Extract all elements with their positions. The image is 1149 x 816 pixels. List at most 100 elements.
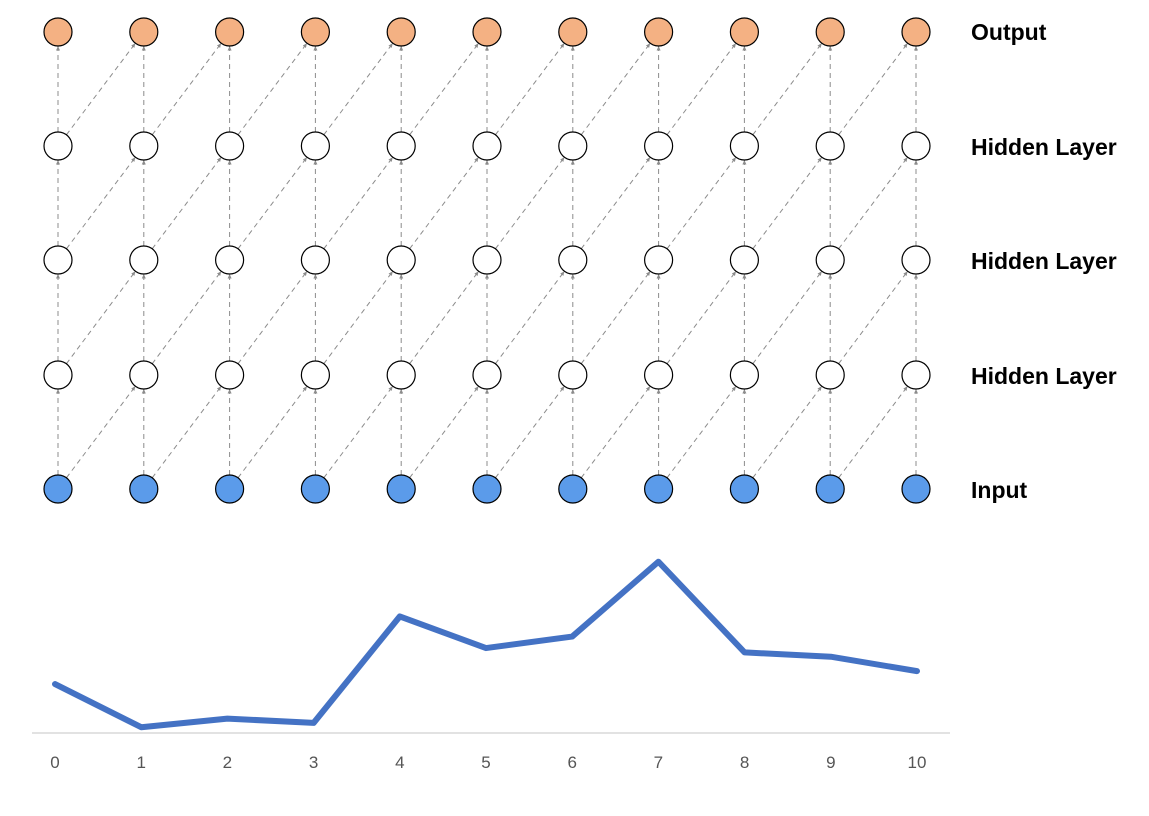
input-node: [901, 474, 931, 504]
edge-diagonal: [752, 156, 823, 250]
hidden-node: [215, 131, 245, 161]
edge-diagonal: [838, 270, 909, 365]
edge-diagonal: [409, 270, 480, 365]
edge-diagonal: [409, 385, 479, 479]
output-node: [386, 17, 416, 47]
output-node: [472, 17, 502, 47]
connections: [56, 42, 918, 479]
x-tick-label: 7: [654, 753, 663, 772]
edge-diagonal: [752, 385, 823, 479]
edge-diagonal: [752, 42, 823, 136]
hidden-node: [300, 360, 330, 390]
edge-diagonal: [752, 270, 823, 365]
edge-diagonal: [838, 385, 908, 479]
output-node: [300, 17, 330, 47]
input-node: [43, 474, 73, 504]
input-signal-chart: 0 1 2 3 4 5 6 7 8 9 10: [32, 558, 950, 772]
x-tick-label: 10: [908, 753, 927, 772]
x-tick-label: 8: [740, 753, 749, 772]
edge-diagonal: [495, 156, 565, 250]
edge-diagonal: [666, 156, 737, 250]
edge-diagonal: [494, 270, 565, 365]
hidden-node: [815, 245, 845, 275]
edge-diagonal: [151, 270, 222, 365]
edge-diagonal: [237, 42, 308, 136]
hidden-node: [643, 131, 674, 161]
x-tick-labels: 0 1 2 3 4 5 6 7 8 9 10: [50, 753, 926, 772]
x-tick-label: 3: [309, 753, 318, 772]
edge-diagonal: [580, 270, 651, 365]
layer-label-hidden-1: Hidden Layer: [971, 363, 1117, 389]
hidden-node: [129, 360, 159, 390]
layer-label-input: Input: [971, 477, 1028, 503]
edge-diagonal: [151, 42, 222, 136]
hidden-node: [300, 245, 330, 275]
edge-diagonal: [323, 42, 394, 136]
edge-diagonal: [237, 156, 308, 250]
edge-diagonal: [66, 42, 136, 136]
hidden-node: [472, 245, 502, 275]
input-node: [215, 474, 245, 504]
edge-diagonal: [66, 385, 136, 479]
layer-labels: Output Hidden Layer Hidden Layer Hidden …: [971, 19, 1117, 503]
edge-diagonal: [151, 156, 222, 250]
layer-label-hidden-3: Hidden Layer: [971, 134, 1117, 160]
input-node: [472, 474, 502, 504]
hidden-node: [472, 131, 502, 161]
input-node: [729, 474, 760, 504]
hidden-node: [815, 360, 845, 390]
input-node: [300, 474, 330, 504]
edge-diagonal: [580, 156, 651, 250]
hidden-node: [386, 131, 416, 161]
x-tick-label: 9: [826, 753, 835, 772]
layer-label-hidden-2: Hidden Layer: [971, 248, 1117, 274]
input-node: [558, 474, 588, 504]
hidden-node: [129, 131, 159, 161]
edge-diagonal: [580, 385, 651, 479]
hidden-node: [901, 245, 931, 275]
hidden-node: [215, 360, 245, 390]
hidden-node: [43, 131, 73, 161]
layer-label-output: Output: [971, 19, 1047, 45]
edge-diagonal: [323, 156, 394, 250]
hidden-node: [558, 131, 588, 161]
hidden-node: [558, 245, 588, 275]
output-node: [815, 17, 845, 47]
edge-diagonal: [237, 385, 308, 479]
series-line: [52, 558, 920, 731]
output-node: [129, 17, 159, 47]
hidden-node: [901, 131, 931, 161]
edge-diagonal: [409, 156, 479, 250]
hidden-node: [386, 360, 416, 390]
edge-diagonal: [237, 270, 308, 365]
edge-diagonal: [409, 42, 479, 136]
hidden-node: [129, 245, 159, 275]
hidden-node: [643, 245, 674, 275]
hidden-node: [729, 245, 760, 275]
x-tick-label: 0: [50, 753, 59, 772]
hidden-node: [729, 360, 760, 390]
output-node: [43, 17, 73, 47]
edge-diagonal: [666, 385, 737, 479]
hidden-node: [300, 131, 330, 161]
edge-diagonal: [495, 42, 565, 136]
output-node: [729, 17, 760, 47]
edge-diagonal: [666, 42, 737, 136]
x-tick-label: 5: [481, 753, 490, 772]
edge-diagonal: [151, 385, 222, 479]
x-tick-label: 6: [567, 753, 576, 772]
edge-diagonal: [65, 270, 136, 365]
edge-diagonal: [838, 156, 908, 250]
x-tick-label: 2: [223, 753, 232, 772]
input-node: [815, 474, 845, 504]
hidden-node: [43, 245, 73, 275]
input-node: [129, 474, 159, 504]
output-node: [643, 17, 674, 47]
hidden-node: [815, 131, 845, 161]
hidden-node: [472, 360, 502, 390]
hidden-node: [386, 245, 416, 275]
edge-diagonal: [323, 270, 394, 365]
x-tick-label: 4: [395, 753, 404, 772]
edge-diagonal: [580, 42, 651, 136]
